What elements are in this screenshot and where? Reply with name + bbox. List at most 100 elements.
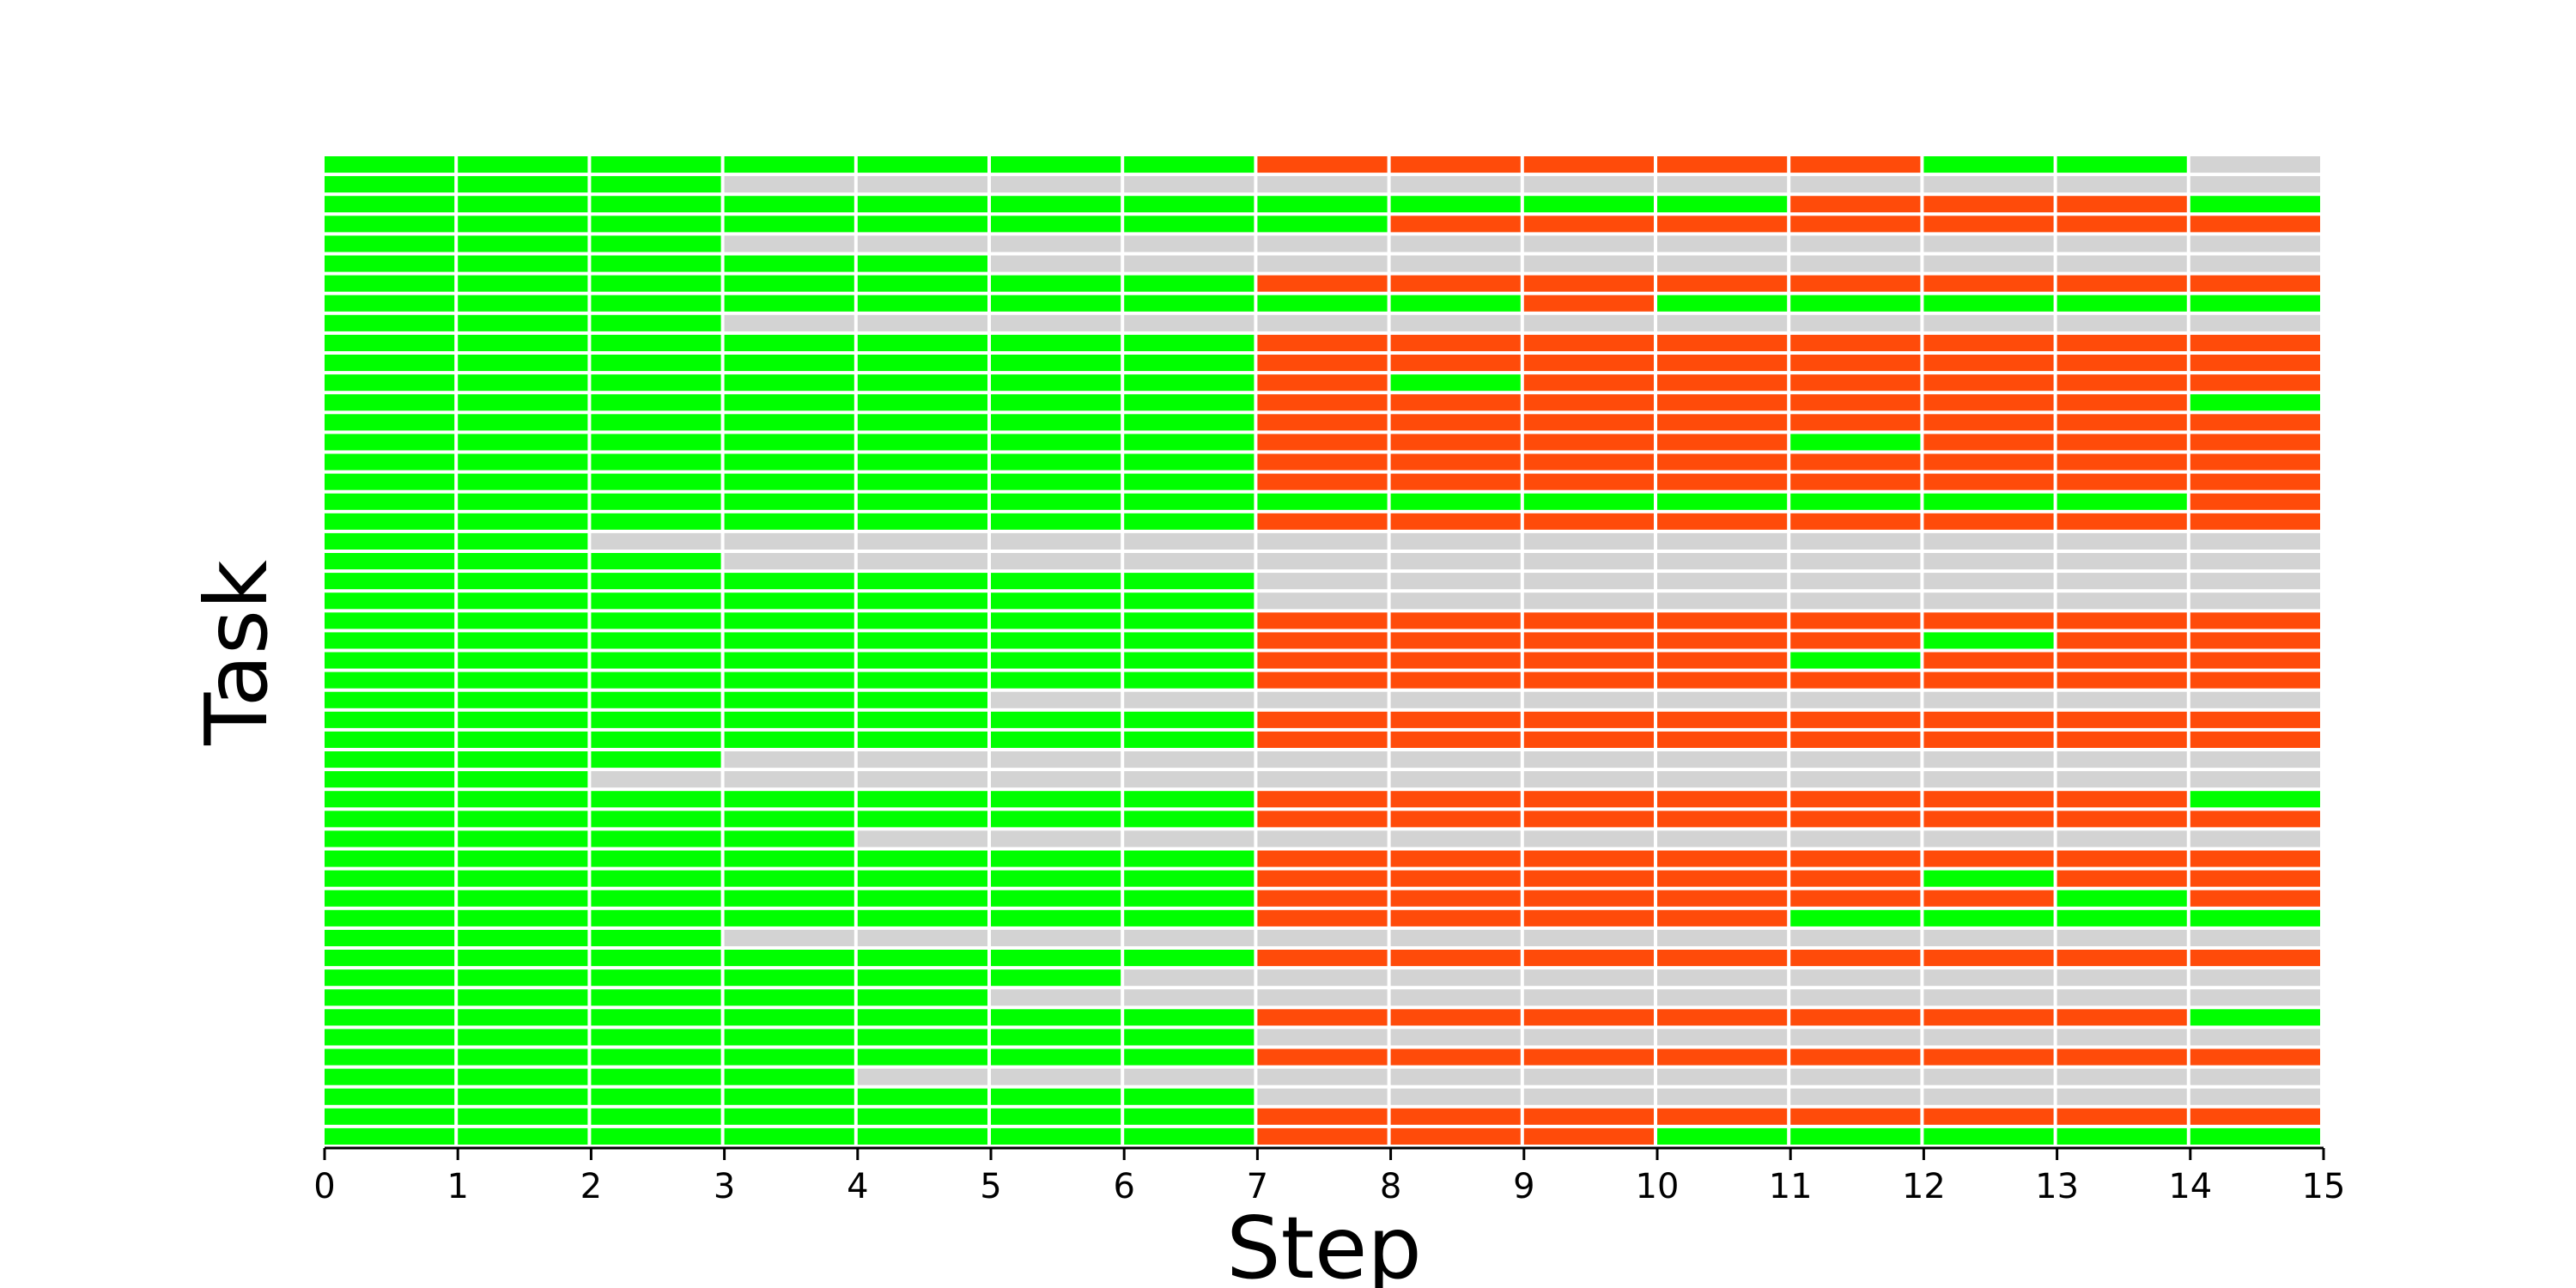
cell-task26-step7 bbox=[1257, 652, 1388, 669]
cell-task34-step5 bbox=[991, 811, 1121, 828]
cell-task40-step5 bbox=[991, 929, 1121, 946]
cell-task9-step10 bbox=[1657, 314, 1788, 331]
cell-task40-step11 bbox=[1790, 929, 1921, 946]
cell-task43-step1 bbox=[458, 989, 588, 1006]
cell-task40-step12 bbox=[1923, 929, 2054, 946]
cell-task11-step6 bbox=[1124, 355, 1255, 372]
cell-task36-step3 bbox=[724, 850, 854, 867]
cell-task12-step5 bbox=[991, 374, 1121, 392]
cell-task47-step13 bbox=[2057, 1068, 2187, 1085]
cell-task28-step4 bbox=[857, 691, 987, 708]
cell-task9-step13 bbox=[2057, 314, 2187, 331]
cell-task8-step1 bbox=[458, 295, 588, 312]
cell-task26-step13 bbox=[2057, 652, 2187, 669]
cell-task3-step14 bbox=[2190, 196, 2320, 213]
cell-task32-step2 bbox=[591, 771, 721, 788]
cell-task38-step4 bbox=[857, 890, 987, 907]
cell-task7-step11 bbox=[1790, 275, 1921, 292]
cell-task41-step8 bbox=[1390, 950, 1521, 967]
cell-task46-step4 bbox=[857, 1048, 987, 1066]
cell-task12-step3 bbox=[724, 374, 854, 392]
cell-task5-step6 bbox=[1124, 235, 1255, 252]
cell-task49-step7 bbox=[1257, 1108, 1388, 1125]
cell-task21-step1 bbox=[458, 553, 588, 570]
cell-task21-step13 bbox=[2057, 553, 2187, 570]
cell-task39-step8 bbox=[1390, 909, 1521, 927]
cell-task49-step11 bbox=[1790, 1108, 1921, 1125]
cell-task44-step14 bbox=[2190, 1009, 2320, 1026]
cell-task25-step5 bbox=[991, 632, 1121, 649]
cell-task34-step8 bbox=[1390, 811, 1521, 828]
cell-task18-step8 bbox=[1390, 493, 1521, 510]
cell-task21-step3 bbox=[724, 553, 854, 570]
cell-task20-step7 bbox=[1257, 532, 1388, 550]
cell-task47-step5 bbox=[991, 1068, 1121, 1085]
x-axis-title: Step bbox=[1226, 1198, 1422, 1288]
cell-task38-step5 bbox=[991, 890, 1121, 907]
cell-task8-step4 bbox=[857, 295, 987, 312]
cell-task10-step1 bbox=[458, 334, 588, 351]
cell-task6-step14 bbox=[2190, 255, 2320, 272]
cell-task2-step2 bbox=[591, 176, 721, 193]
cell-task3-step8 bbox=[1390, 196, 1521, 213]
cell-task43-step7 bbox=[1257, 989, 1388, 1006]
cell-task7-step13 bbox=[2057, 275, 2187, 292]
cell-task30-step9 bbox=[1523, 731, 1654, 748]
cell-task24-step9 bbox=[1523, 612, 1654, 629]
cell-task29-step5 bbox=[991, 711, 1121, 728]
cell-task28-step0 bbox=[325, 691, 455, 708]
cell-task41-step10 bbox=[1657, 950, 1788, 967]
cell-task10-step7 bbox=[1257, 334, 1388, 351]
cell-task17-step6 bbox=[1124, 473, 1255, 490]
cell-task45-step13 bbox=[2057, 1029, 2187, 1046]
cell-task29-step11 bbox=[1790, 711, 1921, 728]
cell-task31-step3 bbox=[724, 751, 854, 769]
cell-task31-step14 bbox=[2190, 751, 2320, 769]
cell-task14-step6 bbox=[1124, 414, 1255, 431]
cell-task8-step9 bbox=[1523, 295, 1654, 312]
cell-task23-step0 bbox=[325, 592, 455, 610]
x-tick-label: 1 bbox=[447, 1167, 468, 1206]
cell-task23-step10 bbox=[1657, 592, 1788, 610]
cell-task11-step4 bbox=[857, 355, 987, 372]
cell-task25-step7 bbox=[1257, 632, 1388, 649]
cell-task20-step6 bbox=[1124, 532, 1255, 550]
cell-task21-step12 bbox=[1923, 553, 2054, 570]
cell-task1-step2 bbox=[591, 156, 721, 173]
cell-task33-step7 bbox=[1257, 791, 1388, 808]
cell-task5-step10 bbox=[1657, 235, 1788, 252]
cell-task29-step13 bbox=[2057, 711, 2187, 728]
cell-task19-step5 bbox=[991, 513, 1121, 530]
cell-task4-step1 bbox=[458, 216, 588, 233]
cell-task46-step8 bbox=[1390, 1048, 1521, 1066]
cell-task47-step9 bbox=[1523, 1068, 1654, 1085]
cell-task20-step11 bbox=[1790, 532, 1921, 550]
cell-task38-step6 bbox=[1124, 890, 1255, 907]
cell-task46-step12 bbox=[1923, 1048, 2054, 1066]
cell-task49-step12 bbox=[1923, 1108, 2054, 1125]
cell-task3-step2 bbox=[591, 196, 721, 213]
cell-task4-step13 bbox=[2057, 216, 2187, 233]
cell-task6-step7 bbox=[1257, 255, 1388, 272]
cell-task10-step6 bbox=[1124, 334, 1255, 351]
cell-task45-step10 bbox=[1657, 1029, 1788, 1046]
cell-task9-step12 bbox=[1923, 314, 2054, 331]
cell-task6-step11 bbox=[1790, 255, 1921, 272]
cell-task6-step3 bbox=[724, 255, 854, 272]
cell-task3-step9 bbox=[1523, 196, 1654, 213]
cell-task23-step8 bbox=[1390, 592, 1521, 610]
cell-task40-step2 bbox=[591, 929, 721, 946]
cell-task44-step5 bbox=[991, 1009, 1121, 1026]
cell-task13-step3 bbox=[724, 394, 854, 411]
cell-task48-step2 bbox=[591, 1088, 721, 1105]
cell-task15-step2 bbox=[591, 434, 721, 451]
cell-task20-step2 bbox=[591, 532, 721, 550]
cell-task4-step11 bbox=[1790, 216, 1921, 233]
cell-task46-step1 bbox=[458, 1048, 588, 1066]
cell-task31-step11 bbox=[1790, 751, 1921, 769]
cell-task9-step3 bbox=[724, 314, 854, 331]
cell-task34-step6 bbox=[1124, 811, 1255, 828]
cell-task40-step7 bbox=[1257, 929, 1388, 946]
cell-task25-step9 bbox=[1523, 632, 1654, 649]
cell-task13-step8 bbox=[1390, 394, 1521, 411]
